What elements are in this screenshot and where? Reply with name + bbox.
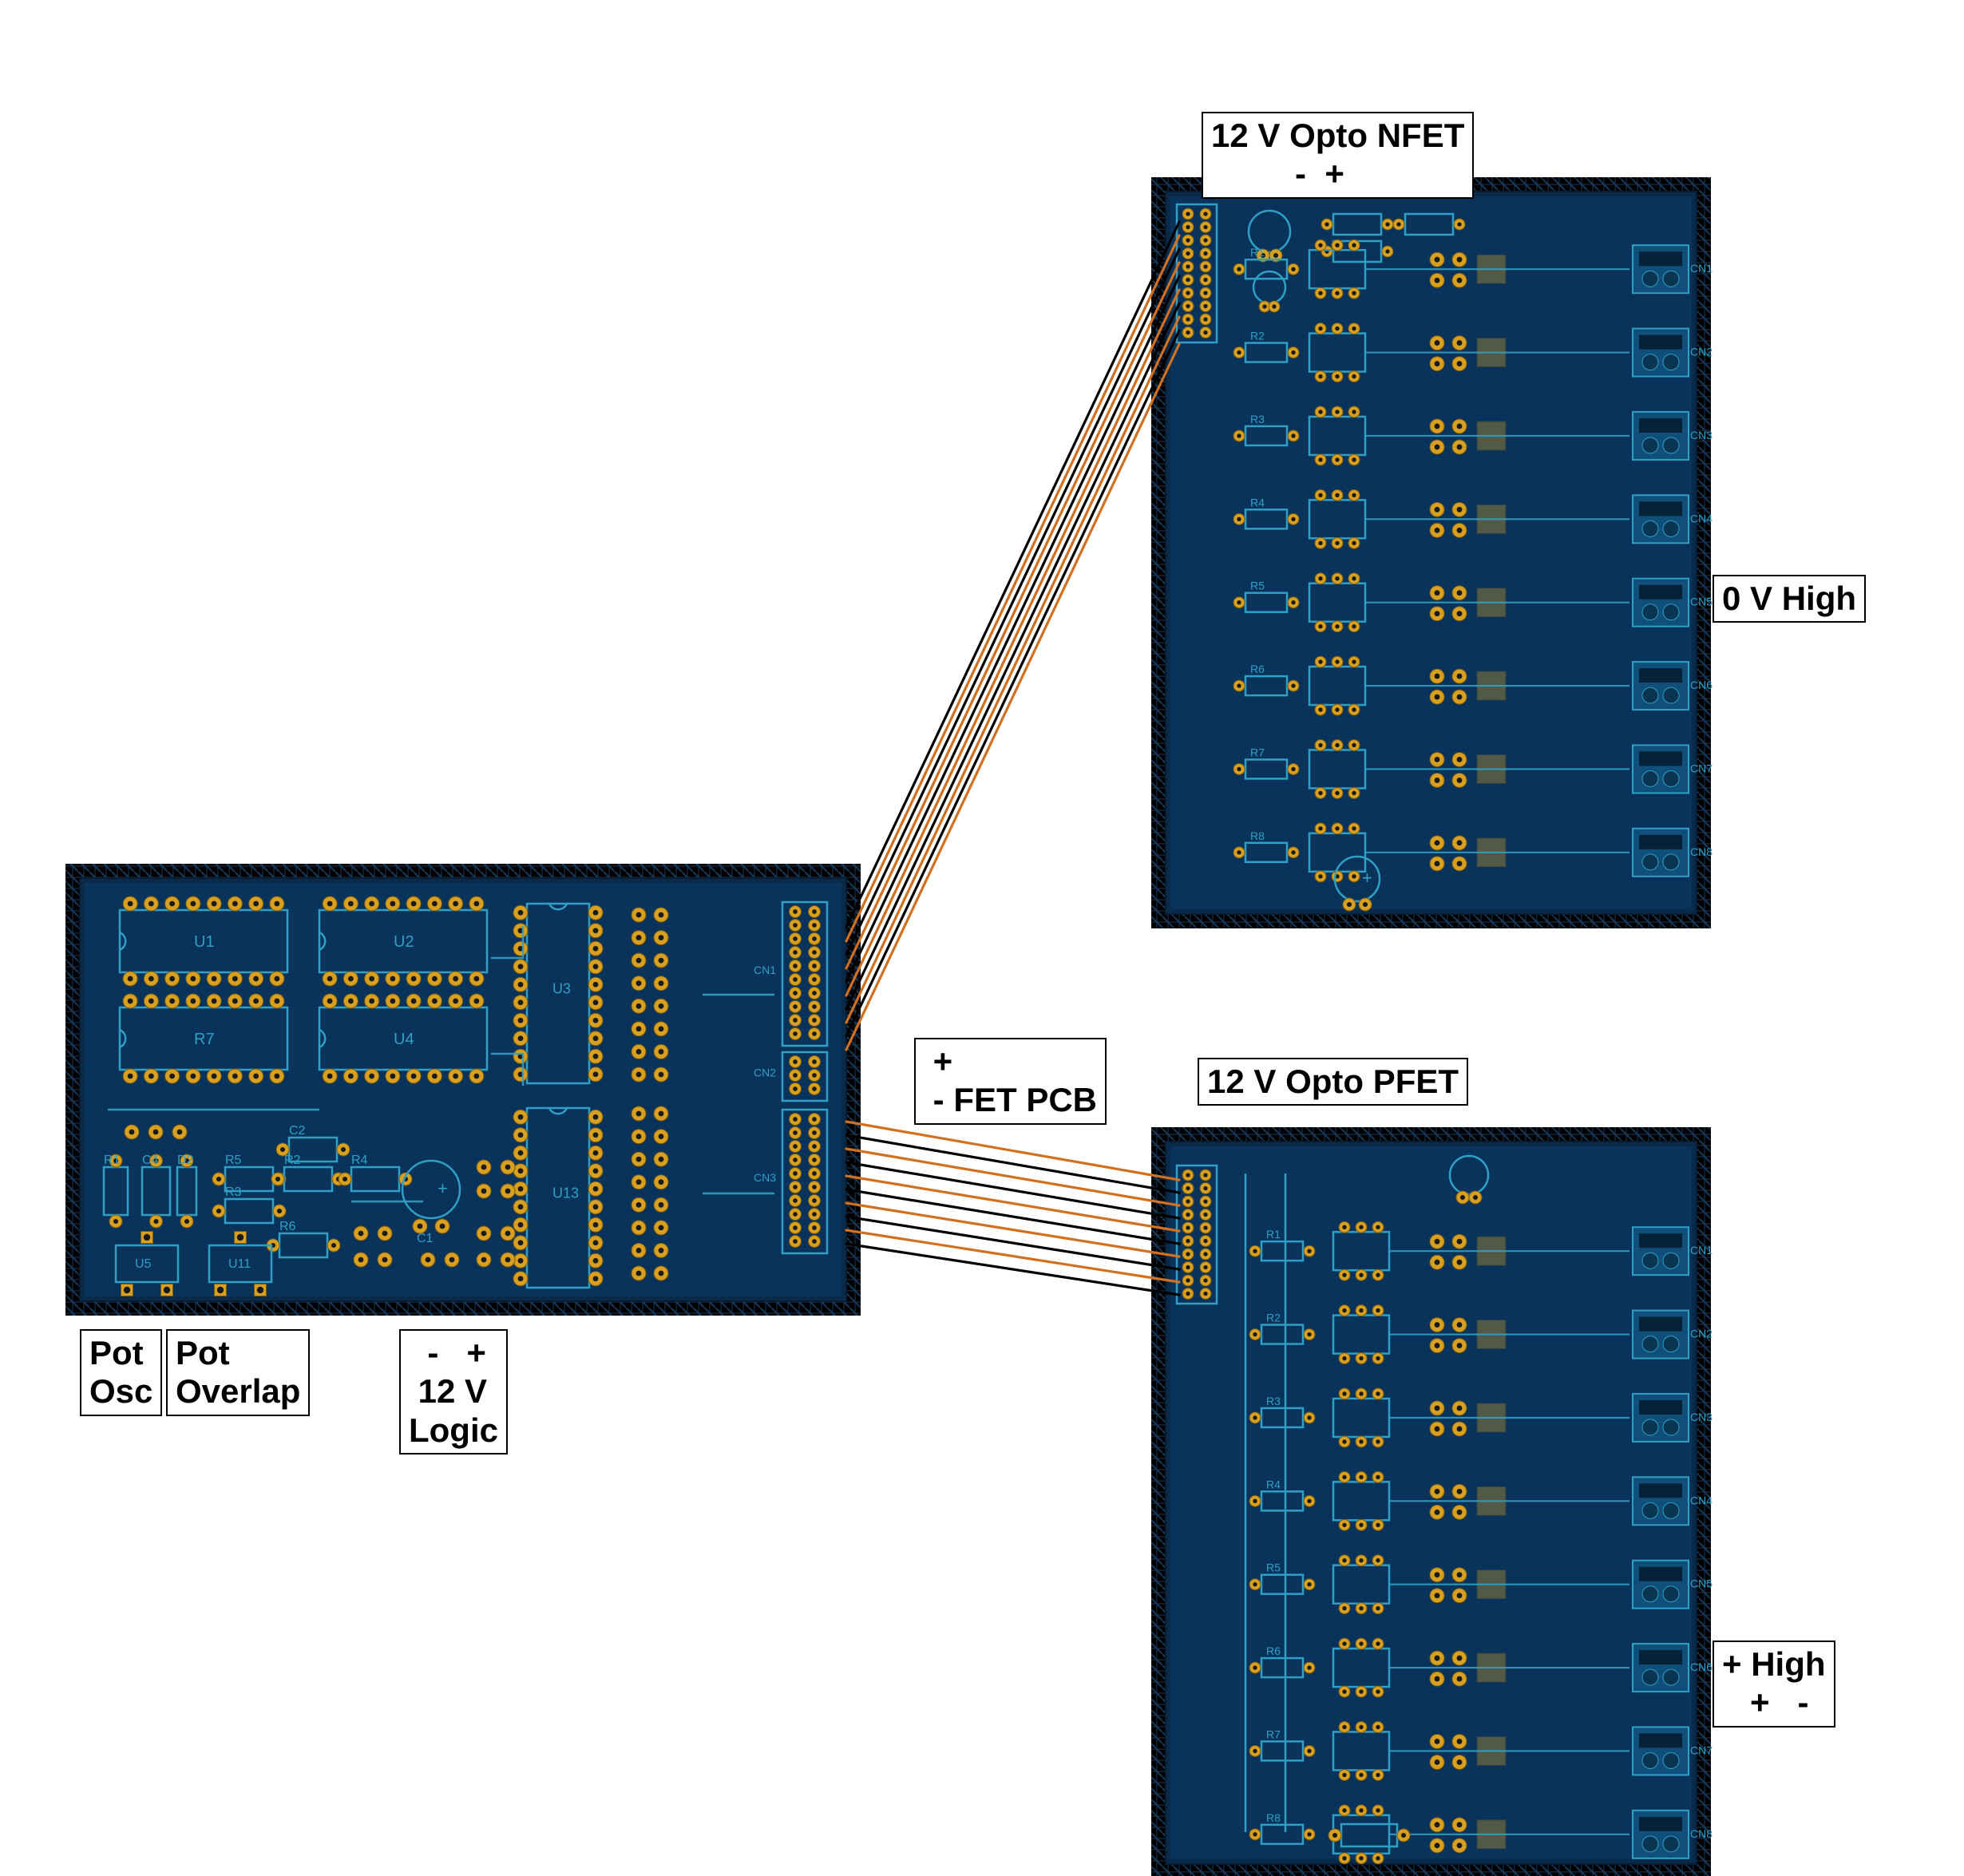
svg-text:CN7: CN7: [1690, 1743, 1713, 1756]
svg-text:CN4: CN4: [1690, 1494, 1713, 1506]
svg-text:U3: U3: [552, 981, 571, 997]
logic-pcb: U1 U2 R7 U4 U3 U13 C2 C4 D2 R5 R2 R3 R4 R6 R1 U5 U11 + C1 C…: [65, 864, 861, 1316]
svg-text:U13: U13: [552, 1185, 579, 1201]
svg-text:R5: R5: [225, 1154, 242, 1167]
svg-text:U4: U4: [394, 1031, 414, 1048]
svg-text:CN2: CN2: [754, 1067, 776, 1079]
svg-text:R7: R7: [194, 1031, 215, 1048]
svg-text:R6: R6: [1250, 663, 1265, 675]
svg-text:+: +: [438, 1178, 448, 1198]
svg-text:R6: R6: [279, 1220, 296, 1233]
svg-text:R2: R2: [284, 1154, 301, 1167]
svg-text:R4: R4: [1250, 496, 1265, 509]
svg-text:CN7: CN7: [1690, 762, 1713, 774]
svg-text:CN5: CN5: [1690, 1577, 1713, 1590]
svg-text:CN3: CN3: [1690, 1411, 1713, 1423]
svg-text:R7: R7: [1266, 1728, 1281, 1740]
pcb-wiring-diagram: U1 U2 R7 U4 U3 U13 C2 C4 D2 R5 R2 R3 R4 R6 R1 U5 U11 + C1 C…: [0, 0, 1964, 1876]
svg-text:C2: C2: [289, 1124, 306, 1138]
svg-text:R3: R3: [1250, 413, 1265, 425]
svg-text:CN1: CN1: [1690, 1244, 1713, 1257]
svg-text:CN2: CN2: [1690, 1328, 1713, 1340]
svg-text:U5: U5: [135, 1257, 152, 1271]
svg-text:R2: R2: [1266, 1312, 1281, 1324]
svg-text:CN3: CN3: [1690, 429, 1713, 441]
label-fet-pcb: + - FET PCB: [914, 1038, 1107, 1125]
svg-text:R7: R7: [1250, 746, 1265, 758]
svg-text:R5: R5: [1250, 580, 1265, 592]
svg-text:C4: C4: [142, 1154, 159, 1167]
label-pfet-side: + High + -: [1713, 1641, 1835, 1728]
svg-text:R4: R4: [1266, 1478, 1281, 1490]
pfet-pcb: R1 CN1 R2 CN2 R3 CN3 R4 CN4 R5 CN5 R6 CN6 R7 CN7 R8 CN8: [1151, 1127, 1713, 1876]
svg-text:R4: R4: [351, 1154, 368, 1167]
svg-text:U2: U2: [394, 933, 414, 951]
svg-text:CN2: CN2: [1690, 346, 1713, 358]
svg-text:U11: U11: [228, 1257, 251, 1271]
svg-text:CN6: CN6: [1690, 1660, 1713, 1673]
svg-text:CN5: CN5: [1690, 596, 1713, 608]
label-pot-overlap: Pot Overlap: [166, 1329, 310, 1416]
svg-text:CN6: CN6: [1690, 679, 1713, 691]
svg-text:U1: U1: [194, 933, 215, 951]
svg-text:CN1: CN1: [754, 964, 776, 976]
label-12v-logic: - + 12 V Logic: [399, 1329, 508, 1454]
svg-text:CN4: CN4: [1690, 512, 1713, 524]
svg-text:R1: R1: [1250, 246, 1265, 259]
svg-text:CN3: CN3: [754, 1171, 776, 1184]
label-nfet-side: 0 V High: [1713, 575, 1866, 623]
svg-text:R3: R3: [1266, 1395, 1281, 1407]
nfet-pcb: R1 CN1 R2 CN2 R3 CN3 R4 CN4 R5 CN5 R6 CN6 R7 CN7 R8 CN8…: [1151, 177, 1713, 928]
svg-text:D2: D2: [177, 1154, 194, 1167]
svg-text:R2: R2: [1250, 330, 1265, 342]
label-pfet-title: 12 V Opto PFET: [1198, 1058, 1468, 1106]
svg-text:R1: R1: [1266, 1228, 1281, 1241]
label-nfet-title: 12 V Opto NFET - +: [1202, 112, 1474, 199]
svg-text:R3: R3: [225, 1185, 242, 1199]
svg-text:+: +: [1362, 868, 1372, 888]
wire-bundle: [846, 222, 1179, 1295]
svg-text:CN1: CN1: [1690, 262, 1713, 275]
svg-text:CN8: CN8: [1690, 845, 1713, 858]
svg-text:CN8: CN8: [1690, 1827, 1713, 1840]
label-pot-osc: Pot Osc: [80, 1329, 162, 1416]
svg-text:R5: R5: [1266, 1561, 1281, 1574]
svg-text:R8: R8: [1266, 1811, 1281, 1824]
svg-text:R6: R6: [1266, 1644, 1281, 1657]
svg-text:R8: R8: [1250, 829, 1265, 842]
svg-text:C1: C1: [417, 1232, 434, 1245]
svg-text:R1: R1: [104, 1154, 121, 1167]
